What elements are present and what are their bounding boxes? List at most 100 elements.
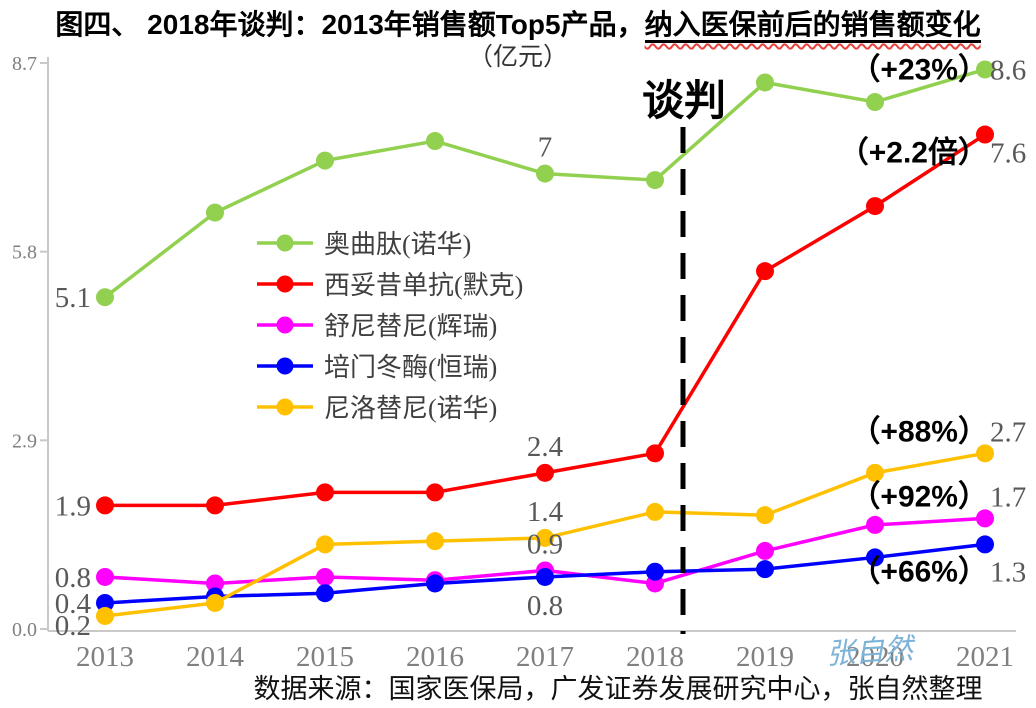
series-line-octreotide [103, 67, 986, 299]
x-tick-label: 2013 [76, 641, 134, 673]
data-point-pegaspargase-2020 [866, 548, 884, 567]
legend-marker-icon [257, 316, 313, 333]
data-point-nilotinib-2016 [426, 532, 444, 551]
data-point-nilotinib-2021 [976, 444, 994, 463]
point-label-octreotide-2017: 7 [538, 132, 553, 164]
x-tick-label: 2021 [956, 641, 1014, 673]
x-tick-label: 2014 [186, 641, 245, 673]
growth-annotation-nilotinib: （+88%） [850, 414, 988, 448]
data-point-octreotide-2013 [96, 288, 114, 307]
data-point-octreotide-2016 [426, 132, 444, 151]
data-point-octreotide-2019 [756, 73, 774, 92]
legend-marker-icon [257, 398, 313, 415]
y-tick-label: 2.9 [12, 430, 37, 452]
data-point-pegaspargase-2017 [536, 567, 554, 586]
point-label-nilotinib-2013: 0.2 [55, 610, 91, 642]
end-value-label-pegaspargase: 1.3 [990, 556, 1026, 588]
figure-title: 图四、 2018年谈判：2013年销售额Top5产品，纳入医保前后的销售额变化 [0, 3, 1036, 43]
data-point-cetuximab-2017 [536, 463, 554, 482]
legend-label: 奥曲肽(诺华) [324, 230, 472, 259]
data-point-nilotinib-2018 [646, 502, 664, 521]
y-tick-label: 0.0 [12, 619, 37, 641]
legend-marker-icon [257, 275, 313, 292]
growth-annotation-pegaspargase: （+66%） [850, 554, 988, 588]
point-label-cetuximab-2017: 2.4 [527, 431, 564, 463]
legend-label: 尼洛替尼(诺华) [324, 394, 498, 423]
legend-item-sunitinib: 舒尼替尼(辉瑞) [256, 310, 523, 341]
negotiation-label: 谈判 [642, 77, 726, 124]
x-tick-label: 2019 [736, 641, 794, 673]
watermark: 张自然 [825, 632, 915, 671]
data-point-octreotide-2021 [976, 60, 994, 79]
x-tick-label: 2020 [846, 641, 904, 673]
legend-label: 培门冬酶(恒瑞) [324, 353, 498, 382]
legend-item-nilotinib: 尼洛替尼(诺华) [256, 392, 523, 423]
data-point-octreotide-2018 [646, 171, 664, 190]
y-tick-label: 8.7 [12, 53, 37, 75]
legend-marker-icon [257, 357, 313, 374]
data-point-cetuximab-2021 [976, 125, 994, 144]
data-point-pegaspargase-2015 [316, 584, 334, 603]
end-value-label-cetuximab: 7.6 [990, 138, 1026, 170]
data-point-cetuximab-2015 [316, 483, 334, 502]
end-value-label-sunitinib: 1.7 [990, 481, 1026, 513]
growth-annotation-sunitinib: （+92%） [850, 479, 988, 513]
x-tick-label: 2015 [296, 641, 354, 673]
x-tick-label: 2017 [516, 641, 574, 673]
data-point-pegaspargase-2013 [96, 593, 114, 612]
point-label-cetuximab-2013: 1.9 [55, 490, 91, 522]
data-point-nilotinib-2019 [756, 506, 774, 525]
data-point-cetuximab-2018 [646, 444, 664, 463]
data-point-nilotinib-2015 [316, 535, 334, 554]
growth-annotation-octreotide: （+23%） [850, 52, 988, 86]
point-label-octreotide-2013: 5.1 [55, 282, 91, 314]
data-point-octreotide-2015 [316, 151, 334, 170]
point-label-sunitinib-2013: 0.8 [55, 562, 91, 594]
data-point-pegaspargase-2018 [646, 562, 664, 581]
y-tick-label: 5.8 [12, 242, 37, 264]
legend-label: 舒尼替尼(辉瑞) [324, 312, 498, 341]
data-point-nilotinib-2020 [866, 463, 884, 482]
point-label-pegaspargase-2017: 0.8 [527, 590, 563, 622]
source-note: 数据来源：国家医保局，广发证券发展研究中心，张自然整理 [253, 674, 983, 704]
data-point-octreotide-2014 [206, 203, 224, 222]
data-point-cetuximab-2019 [756, 262, 774, 281]
data-point-octreotide-2020 [866, 93, 884, 112]
data-point-cetuximab-2013 [96, 496, 114, 515]
x-tick-label: 2018 [626, 641, 684, 673]
end-value-label-octreotide: 8.6 [990, 54, 1026, 86]
legend-item-octreotide: 奥曲肽(诺华) [256, 228, 523, 259]
data-point-sunitinib-2014 [206, 574, 224, 593]
data-point-cetuximab-2020 [866, 197, 884, 216]
data-point-pegaspargase-2019 [756, 560, 774, 579]
legend-item-pegaspargase: 培门冬酶(恒瑞) [256, 351, 523, 382]
data-point-pegaspargase-2016 [426, 574, 444, 593]
data-point-nilotinib-2014 [206, 593, 224, 612]
data-point-sunitinib-2015 [316, 567, 334, 586]
legend-marker-icon [257, 234, 313, 251]
data-point-cetuximab-2016 [426, 483, 444, 502]
data-point-sunitinib-2020 [866, 515, 884, 534]
data-point-nilotinib-2017 [536, 528, 554, 547]
x-tick-label: 2016 [406, 641, 464, 673]
data-point-pegaspargase-2021 [976, 535, 994, 554]
figure-title-prefix: 图四、 2018年谈判：2013年销售额Top5产品， [55, 9, 645, 40]
point-label-nilotinib-2017: 1.4 [527, 496, 564, 528]
growth-annotation-cetuximab: （+2.2倍） [839, 136, 988, 170]
unit-label: （亿元） [467, 44, 568, 71]
figure-title-underlined: 纳入医保前后的销售额变化 [644, 9, 981, 43]
legend-item-cetuximab: 西妥昔单抗(默克) [256, 269, 523, 300]
data-point-octreotide-2017 [536, 164, 554, 183]
data-point-sunitinib-2013 [96, 567, 114, 586]
data-point-sunitinib-2021 [976, 509, 994, 528]
data-point-cetuximab-2014 [206, 496, 224, 515]
data-point-nilotinib-2013 [96, 606, 114, 625]
legend: 奥曲肽(诺华) 西妥昔单抗(默克) 舒尼替尼(辉瑞) 培门冬酶(恒瑞) 尼洛替尼(诺华) [256, 228, 523, 423]
legend-label: 西妥昔单抗(默克) [324, 271, 524, 300]
end-value-label-nilotinib: 2.7 [990, 416, 1026, 448]
point-label-sunitinib-2017: 0.9 [527, 528, 563, 560]
data-point-sunitinib-2019 [756, 541, 774, 560]
point-label-pegaspargase-2013: 0.4 [55, 588, 92, 620]
